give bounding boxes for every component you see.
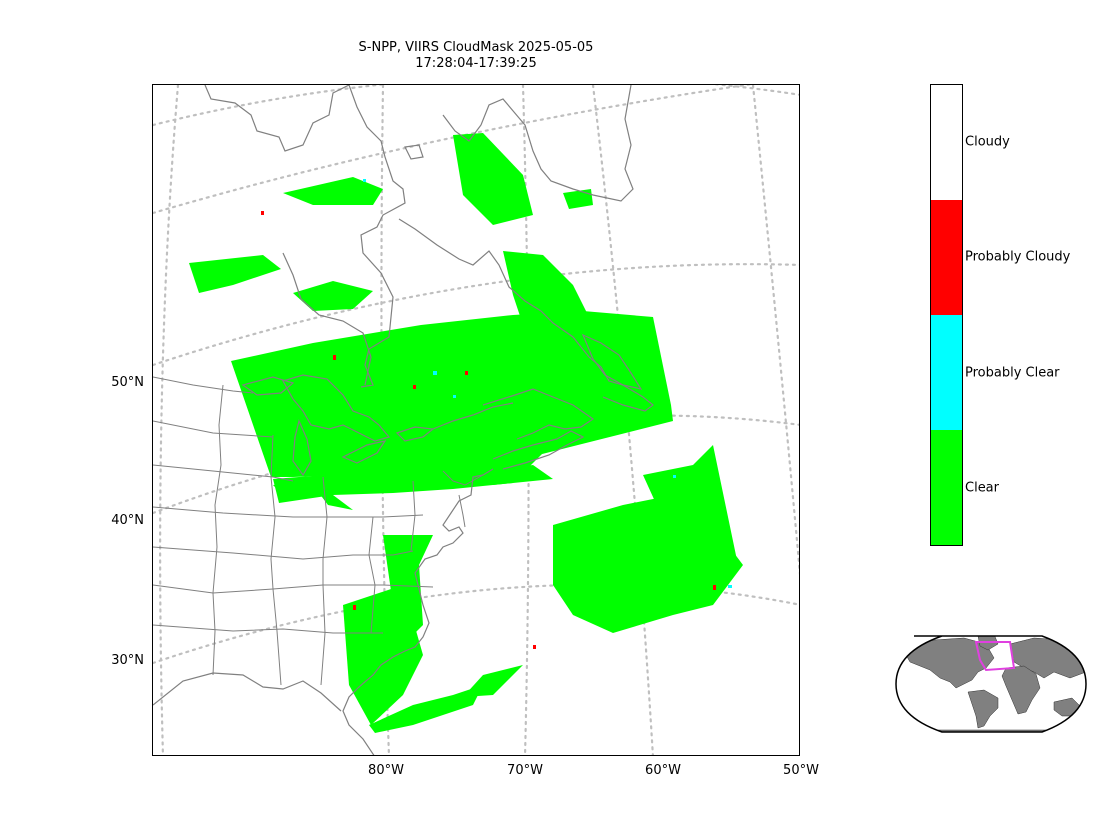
title-line-2: 17:28:04-17:39:25: [415, 56, 537, 71]
probably-cloudy-pixel: [713, 585, 716, 590]
probably-cloudy-pixel: [333, 355, 336, 360]
probably-cloudy-pixel: [261, 211, 264, 215]
clear-region: [643, 445, 738, 585]
coastline-gulf: [153, 672, 342, 712]
state-border: [458, 494, 466, 528]
cloudmask-swath: [189, 133, 743, 733]
coastline-newfoundland: [581, 333, 643, 390]
coastline-stlawrence-river: [432, 402, 514, 430]
longitude-label-60w: 60°W: [645, 763, 681, 778]
state-border: [368, 516, 376, 634]
clear-region: [283, 177, 383, 205]
state-border: [153, 546, 414, 560]
probably-cloudy-pixel: [413, 385, 416, 389]
world-inset-svg: [895, 635, 1087, 733]
state-border: [410, 480, 416, 552]
clear-region: [383, 535, 433, 645]
probably-clear-pixel: [363, 179, 366, 182]
clear-region: [369, 685, 483, 733]
clear-region: [273, 453, 543, 503]
coastline-lake-superior: [241, 376, 295, 396]
probably-cloudy-pixel: [533, 645, 536, 649]
clear-region: [563, 189, 593, 209]
clear-region: [293, 281, 373, 311]
clear-region: [453, 133, 533, 225]
cloudmask-speckles: [261, 179, 732, 649]
state-border: [153, 584, 434, 594]
coastline-nova-scotia: [492, 430, 585, 470]
coastline-lake-michigan: [292, 419, 312, 477]
state-border: [153, 506, 424, 518]
colorbar-label-probably-clear: Probably Clear: [965, 365, 1060, 381]
inset-globe-outline: [895, 635, 1087, 733]
state-border: [212, 384, 224, 676]
coastline-hudson-bay: [204, 85, 350, 152]
coastline-labrador: [442, 85, 634, 202]
longitude-label-80w: 80°W: [368, 763, 404, 778]
inset-region-highlight: [974, 641, 1016, 672]
probably-clear-pixel: [673, 475, 676, 478]
colorbar-label-probably-cloudy: Probably Cloudy: [965, 249, 1071, 265]
map-title: S-NPP, VIIRS CloudMask 2025-05-05 17:28:…: [152, 40, 800, 72]
colorbar-segment-clear: [931, 430, 962, 545]
state-border: [320, 476, 328, 686]
coastline-james-bay: [282, 252, 372, 386]
probably-clear-pixel: [433, 371, 437, 375]
map-panel: [152, 84, 800, 756]
clear-region: [189, 255, 281, 293]
state-border: [442, 470, 484, 486]
clear-region: [231, 311, 673, 477]
meridian-line: [591, 85, 654, 755]
clear-region: [503, 251, 613, 375]
colorbar-label-cloudy: Cloudy: [965, 134, 1010, 150]
probably-clear-pixel: [453, 395, 456, 398]
colorbar-segment-probably-clear: [931, 315, 962, 430]
coastline-gulf-stlawrence: [482, 388, 595, 440]
clear-region: [343, 585, 423, 725]
parallel-line: [153, 85, 799, 127]
state-borders: [153, 376, 484, 686]
meridian-line: [159, 85, 180, 755]
coastline-hudson-bay-east: [348, 85, 406, 388]
world-inset-map: [894, 632, 1090, 740]
colorbar: [930, 84, 963, 546]
coastline-lake-erie: [341, 440, 387, 464]
coastline-quebec: [398, 218, 654, 412]
coastline-great-lakes: [282, 374, 391, 442]
coastlines: [153, 85, 654, 755]
colorbar-segment-cloudy: [931, 85, 962, 200]
probably-cloudy-pixel: [465, 371, 468, 375]
clear-region: [313, 485, 353, 510]
title-line-1: S-NPP, VIIRS CloudMask 2025-05-05: [358, 40, 594, 55]
longitude-label-70w: 70°W: [507, 763, 543, 778]
clear-region: [273, 481, 323, 495]
us-canada-border: [153, 376, 254, 394]
inset-south-america: [967, 689, 999, 729]
longitude-label-50w: 50°W: [783, 763, 819, 778]
parallel-line: [153, 583, 799, 665]
state-border: [153, 464, 294, 482]
parallel-line: [153, 263, 799, 367]
probably-clear-pixel: [728, 585, 732, 588]
latitude-label-40n: 40°N: [111, 513, 144, 528]
latitude-label-50n: 50°N: [111, 375, 144, 390]
latitude-label-30n: 30°N: [111, 653, 144, 668]
inset-africa: [1001, 665, 1041, 715]
map-svg: [153, 85, 799, 755]
state-border: [153, 420, 274, 438]
state-border: [153, 624, 383, 634]
coastline-us-east: [342, 468, 494, 755]
colorbar-label-clear: Clear: [965, 480, 999, 496]
coastline-hudson-strait: [404, 144, 424, 160]
coastline-lake-ontario: [395, 426, 435, 442]
probably-cloudy-pixel: [353, 605, 356, 610]
clear-region: [453, 465, 553, 485]
state-border: [270, 434, 282, 686]
meridian-line: [751, 85, 799, 576]
colorbar-segment-probably-cloudy: [931, 200, 962, 315]
